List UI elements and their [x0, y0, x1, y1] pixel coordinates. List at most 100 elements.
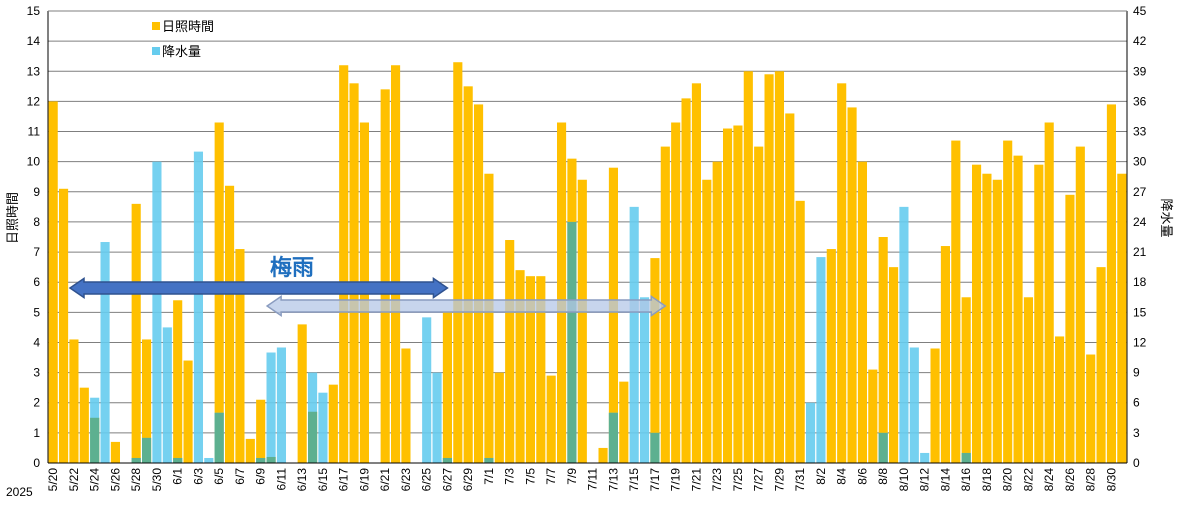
right-tick-label: 21: [1133, 245, 1147, 259]
sunshine-bar: [546, 375, 556, 463]
right-axis-title: 降水量: [1158, 198, 1173, 237]
x-tick-label: 6/29: [461, 468, 475, 492]
sunshine-bar: [702, 179, 712, 463]
sunshine-bar: [1086, 354, 1096, 463]
sunshine-bar: [1023, 297, 1034, 463]
left-tick-label: 1: [33, 426, 40, 440]
left-tick-label: 5: [33, 305, 40, 319]
right-tick-label: 24: [1133, 215, 1147, 229]
x-tick-label: 7/7: [544, 468, 558, 485]
sunshine-bar: [837, 83, 847, 463]
sunshine-bar: [556, 122, 567, 463]
sunshine-bar: [515, 270, 525, 463]
x-tick-label: 7/15: [627, 468, 641, 492]
arrow-2025: [68, 276, 449, 300]
rainy-season-arrows: [68, 276, 667, 318]
sunshine-bar: [608, 167, 619, 463]
sunshine-bar: [390, 65, 401, 464]
sunshine-bar: [826, 249, 836, 463]
left-tick-label: 13: [27, 64, 41, 78]
sunshine-bar: [48, 101, 58, 464]
left-tick-label: 10: [27, 155, 41, 169]
left-tick-label: 15: [27, 4, 41, 18]
x-tick-label: 7/1: [482, 468, 496, 485]
precipitation-bar: [318, 392, 328, 463]
x-tick-label: 7/13: [606, 468, 620, 492]
legend-label-precipitation: 降水量: [162, 45, 201, 60]
right-tick-label: 0: [1133, 456, 1140, 470]
x-tick-label: 7/31: [793, 468, 807, 492]
right-tick-label: 3: [1133, 426, 1140, 440]
x-tick-label: 8/18: [980, 468, 994, 492]
sunshine-bar: [235, 249, 245, 463]
precipitation-bar: [899, 206, 909, 463]
left-tick-label: 4: [33, 335, 40, 349]
precipitation-bar: [909, 347, 919, 463]
arrow-normal: [265, 294, 667, 318]
precipitation-bar: [422, 317, 432, 463]
left-tick-label: 6: [33, 275, 40, 289]
sunshine-bar: [69, 339, 79, 463]
sunshine-bar: [712, 161, 722, 463]
right-tick-label: 9: [1133, 366, 1140, 380]
x-tick-label: 8/4: [835, 468, 849, 485]
x-tick-label: 7/27: [752, 468, 766, 492]
right-tick-label: 42: [1133, 34, 1147, 48]
x-tick-label: 6/3: [191, 468, 205, 485]
x-tick-label: 7/11: [586, 468, 600, 491]
x-tick-label: 7/3: [503, 468, 517, 485]
x-tick-label: 8/24: [1042, 468, 1056, 492]
precipitation-bar: [629, 206, 639, 463]
precipitation-bar: [816, 257, 826, 463]
x-tick-label: 5/24: [88, 468, 102, 492]
x-tick-label: 5/22: [67, 468, 81, 492]
year-label: 2025: [6, 485, 33, 499]
left-axis-title: 日照時間: [6, 192, 21, 244]
x-tick-label: 6/1: [171, 468, 185, 485]
sunshine-bar: [442, 312, 453, 463]
sunshine-bar: [297, 324, 307, 463]
sunshine-bar: [650, 258, 660, 463]
sunshine-bar: [857, 161, 868, 463]
right-tick-label: 30: [1133, 155, 1147, 169]
sunshine-bar: [671, 122, 681, 463]
left-tick-label: 9: [33, 185, 40, 199]
x-tick-label: 5/30: [150, 468, 164, 492]
sunshine-bar: [245, 438, 255, 463]
sunshine-bar: [733, 125, 743, 464]
precipitation-bar: [276, 347, 287, 463]
x-tick-label: 7/9: [565, 468, 579, 485]
sunshine-bar: [1013, 155, 1023, 463]
sunshine-bars: [48, 62, 1127, 464]
overlap-bar: [442, 457, 453, 463]
overlap-bar: [567, 221, 577, 463]
left-tick-label: 3: [33, 366, 40, 380]
x-tick-label: 8/26: [1063, 468, 1077, 492]
left-tick-label: 14: [27, 34, 41, 48]
sunshine-bar: [930, 348, 940, 463]
x-tick-label: 8/6: [855, 468, 869, 485]
right-tick-label: 27: [1133, 185, 1147, 199]
overlap-bar: [484, 457, 494, 463]
precipitation-bar: [920, 452, 930, 463]
right-tick-label: 36: [1133, 94, 1147, 108]
legend: 日照時間 降水量: [152, 20, 214, 60]
sunshine-bar: [494, 372, 504, 463]
left-tick-label: 11: [28, 125, 41, 139]
sunshine-bar: [722, 128, 733, 463]
right-tick-label: 33: [1133, 125, 1147, 139]
overlap-bar: [878, 432, 888, 463]
x-tick-label: 8/20: [1001, 468, 1015, 492]
sunshine-bar: [339, 65, 349, 464]
overlap-bar: [608, 412, 619, 463]
precipitation-bar: [193, 151, 204, 463]
precipitation-bar: [204, 457, 214, 463]
sunshine-bar: [795, 200, 805, 463]
right-tick-label: 18: [1133, 275, 1147, 289]
sunshine-bar: [1117, 173, 1127, 463]
x-tick-label: 6/27: [440, 468, 454, 492]
sunshine-bar: [1044, 122, 1054, 463]
precipitation-bar: [805, 402, 816, 463]
sunshine-bar: [1106, 104, 1117, 463]
